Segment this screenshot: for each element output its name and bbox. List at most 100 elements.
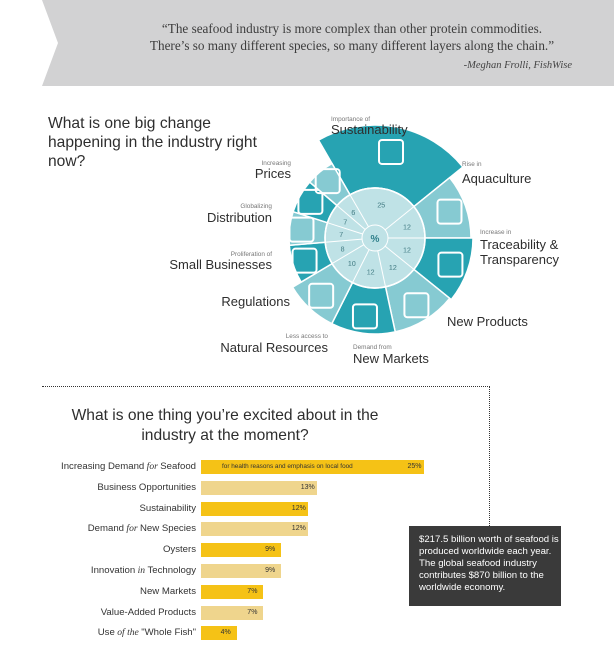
question-1-heading: What is one big change happening in the … [48, 115, 257, 170]
wheel-label-new-products: New Products [447, 314, 528, 329]
quote-attribution: -Meghan Frolli, FishWise [463, 60, 572, 71]
wheel-value-label: 12 [403, 247, 411, 254]
quote-line-2: There’s so many different species, so ma… [149, 38, 555, 53]
wheel-value: 25 [377, 203, 385, 210]
bar-category-text: Increasing Demand [61, 461, 145, 472]
wheel-label-prices: Prices [254, 166, 291, 181]
bar-category-connector: for [124, 523, 140, 535]
wheel-value-label: 12 [367, 270, 375, 277]
bar-category-label: Use of the "Whole Fish" [0, 626, 196, 640]
wheel-label-regulations: Regulations [221, 294, 290, 309]
wheel-sublabel-new-markets: Demand from [353, 344, 392, 351]
wheel-label-distribution: Distribution [206, 210, 272, 225]
bar-category-text: Innovation [90, 565, 136, 576]
fact-box: $217.5 billion worth of seafood is produ… [409, 526, 561, 606]
bar-category-text: Use [97, 627, 115, 639]
wheel-value: 12 [403, 225, 411, 232]
bar-category-label: Business Opportunities [0, 481, 196, 495]
wheel-spoke [325, 238, 363, 243]
gavel-icon [291, 247, 318, 274]
wheel-value-label: 25 [377, 203, 385, 210]
bar-value-label: 9% [265, 567, 276, 574]
wheel-sublabel-traceability-transparency: Increase in [480, 229, 512, 236]
wheel-core [361, 224, 389, 252]
wheel-value-label: 8 [341, 246, 345, 253]
section-divider [42, 386, 490, 387]
bar-category-label: Increasing Demand for Seafood [0, 460, 196, 474]
bar-value-label: 12% [291, 504, 306, 512]
bar-value-label: 9% [265, 546, 276, 554]
wheel-spoke [327, 222, 363, 235]
bar-value-label: 7% [247, 608, 258, 616]
wheel-value: 7 [339, 232, 343, 239]
wheel-value: 6 [351, 210, 355, 217]
wheel-value: 8 [341, 246, 345, 253]
bar [201, 460, 424, 474]
bar-row: Value-Added Products 7% [0, 605, 614, 620]
quote-banner-shape [42, 0, 614, 86]
wheel-spoke [384, 206, 415, 231]
wheel-value-label: 7 [339, 232, 343, 239]
bar-row: Sustainability 12% [0, 501, 614, 516]
bar-category-text: Oysters [162, 544, 196, 556]
wheel-sublabel-aquaculture: Rise in [462, 161, 482, 168]
wheel-label-small-businesses: Small Businesses [169, 257, 272, 272]
bar-row: Business Opportunities 13% [0, 480, 614, 495]
bar [201, 522, 308, 537]
wheel-spoke [349, 194, 369, 227]
bar-category-connector: for [144, 461, 161, 472]
wheel-spoke [377, 250, 387, 287]
bar-category-text: Sustainability [139, 502, 196, 514]
bar-annotation: for health reasons and emphasis on local… [222, 463, 353, 470]
quote-banner: “The seafood industry is more complex th… [42, 0, 614, 86]
wheel-value: 10 [348, 261, 356, 268]
wheel-value-label: 12 [403, 225, 411, 232]
wheel-value: 12 [367, 270, 375, 277]
arrow-icon [297, 188, 324, 215]
bar-category-text: New Species [140, 523, 196, 535]
bar-category-text: "Whole Fish" [141, 627, 196, 639]
wheel-sublabel-distribution: Globalizing [240, 203, 272, 210]
lock-icon [308, 282, 335, 309]
wheel-spoke [352, 249, 370, 283]
wheel-value-label: 7 [343, 219, 347, 226]
box-icon [403, 292, 430, 319]
bar [201, 626, 237, 641]
wheel-value-label: 10 [348, 261, 356, 268]
bar [201, 480, 317, 495]
bar-row: New Markets 7% [0, 584, 614, 599]
wheel-value: 12 [389, 265, 397, 272]
bar-category-text: Demand [87, 523, 124, 535]
bar [201, 543, 282, 558]
bar-category-text: Technology [147, 565, 196, 576]
bar [201, 501, 308, 516]
dollar-icon [314, 168, 341, 195]
wheel-spoke [384, 245, 415, 270]
bar-category-label: New Markets [0, 585, 196, 599]
bar-category-connector: in [135, 565, 148, 576]
bar-category-text: Seafood [160, 461, 196, 472]
bar-value-label: 7% [247, 587, 258, 595]
bar-category-text: Value-Added Products [100, 606, 196, 618]
bar-category-label: Value-Added Products [0, 606, 196, 620]
wheel-sublabel-natural-resources: Less access to [285, 333, 328, 340]
quote-line-1: “The seafood industry is more complex th… [161, 21, 543, 36]
vertical-divider [489, 386, 490, 526]
leaf-icon [378, 138, 405, 165]
bar-category-label: Sustainability [0, 502, 196, 516]
bar-row: Demand for New Species 12% [0, 522, 614, 537]
wheel-sublabel-sustainability: Importance of [331, 116, 371, 123]
wheel-label-traceability-transparency: Traceability & Transparency [480, 237, 559, 267]
bar-category-label: Innovation in Technology [0, 564, 196, 578]
bar-row: Use of the "Whole Fish" 4% [0, 626, 614, 641]
wheel-label-sustainability: Sustainability [331, 122, 408, 137]
people-icon [288, 216, 315, 243]
wheel-label-new-markets: New Markets [353, 351, 429, 366]
wheel-spoke [331, 244, 365, 265]
bar [201, 564, 282, 578]
wheel-value-label: 12 [389, 265, 397, 272]
bar [201, 605, 264, 620]
bar-row: Increasing Demand for Seafood for health … [0, 460, 614, 474]
bar-row: Innovation in Technology 9% [0, 564, 614, 578]
